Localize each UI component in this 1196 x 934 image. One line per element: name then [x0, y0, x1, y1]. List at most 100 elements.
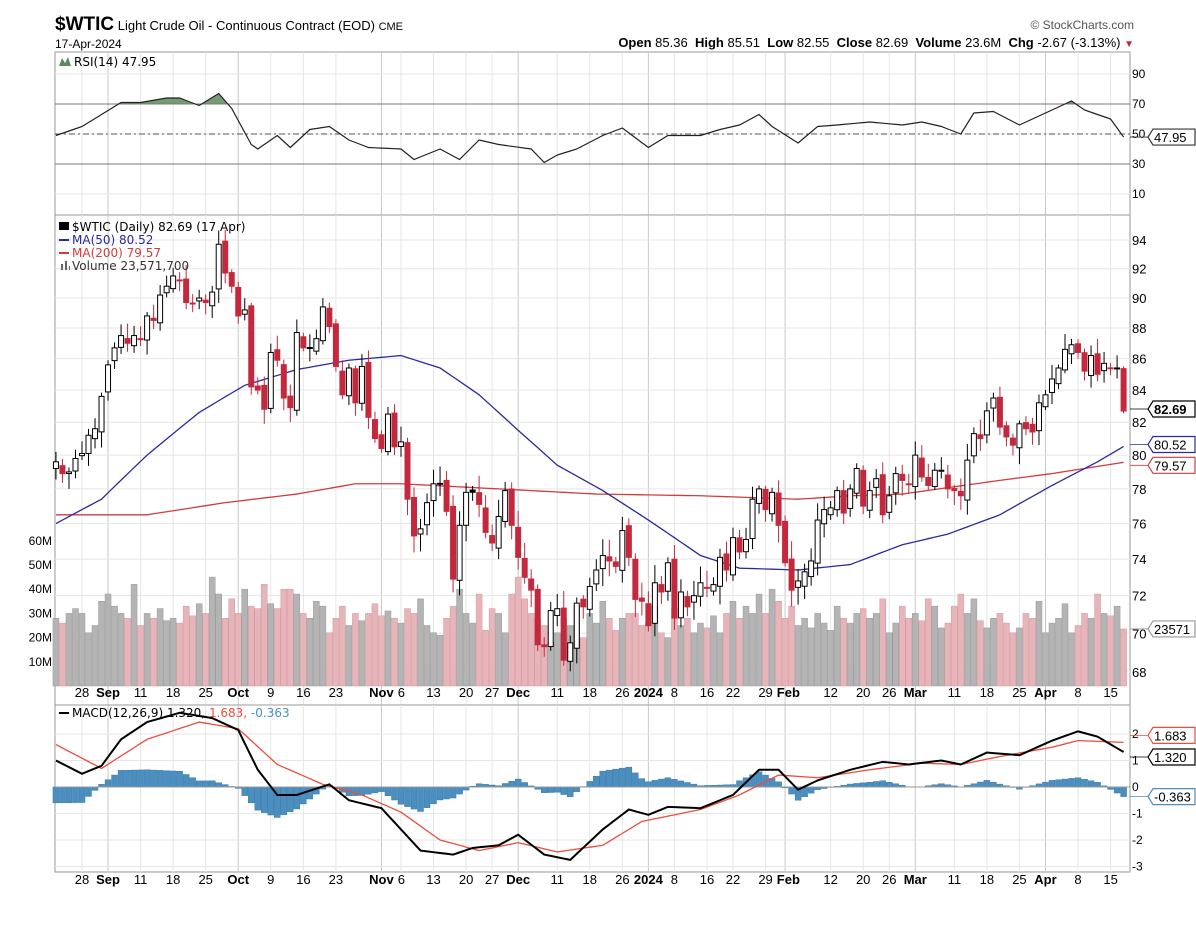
price-legend: $WTIC (Daily) 82.69 (17 Apr) — [72, 220, 245, 234]
volume-bar — [612, 630, 620, 687]
x-tick-label: 16 — [296, 872, 310, 887]
candlestick-icon — [59, 222, 69, 230]
candle-body — [144, 315, 151, 341]
volume-bar — [345, 625, 353, 687]
candle-body — [638, 597, 645, 602]
candle-body — [821, 509, 828, 525]
volume-bar — [807, 627, 815, 687]
volume-bar — [1100, 613, 1108, 687]
candle-body — [795, 580, 802, 588]
volume-bar — [912, 613, 919, 687]
macd-histogram-bar — [671, 779, 678, 788]
macd-histogram-bar — [267, 786, 274, 816]
candle-body — [886, 495, 893, 513]
candle-body — [892, 473, 899, 494]
candle-body — [332, 323, 339, 367]
candle-body — [814, 519, 821, 564]
macd-histogram-bar — [1048, 780, 1056, 788]
volume-bar — [456, 588, 463, 687]
candle-body — [983, 410, 990, 436]
high-label: High — [694, 35, 724, 50]
macd-histogram-bar — [606, 769, 613, 788]
macd-histogram-bar — [443, 786, 450, 800]
x-tick-label: 28 — [75, 685, 89, 700]
x-tick-label: 25 — [198, 685, 212, 700]
volume-bar — [417, 598, 424, 687]
candle-body — [170, 275, 177, 290]
macd-line — [55, 711, 1125, 861]
badge-value: 23571 — [1154, 622, 1190, 637]
candle-body — [736, 537, 743, 553]
volume-bar — [846, 622, 854, 687]
macd-histogram-bar — [554, 786, 561, 793]
candle-body — [944, 474, 951, 490]
candle-body — [92, 428, 99, 440]
badge-frame — [1147, 726, 1196, 745]
macd-histogram-bar — [293, 786, 301, 810]
x-tick-label: 18 — [980, 872, 994, 887]
candle-body — [1094, 353, 1101, 375]
badge-frame — [1147, 620, 1196, 638]
rsi-tick-label: 10 — [1132, 187, 1146, 201]
candle-body — [723, 553, 730, 571]
candle-body — [925, 476, 932, 486]
candle-body — [1081, 352, 1088, 372]
candle-body — [404, 442, 411, 500]
volume-bar — [977, 620, 984, 687]
candle-body — [313, 338, 320, 352]
price-tick-label: 74 — [1132, 552, 1146, 567]
candle-body — [248, 305, 255, 388]
instrument-name: Light Crude Oil - Continuous Contract (E… — [117, 18, 375, 33]
macd-histogram-bar — [456, 786, 463, 795]
candle-body — [508, 488, 515, 526]
candle-body — [905, 483, 912, 486]
x-tick-label: Sep — [96, 872, 120, 887]
candle-body — [189, 302, 196, 305]
candle-body — [554, 608, 561, 617]
macd-histogram-bar — [91, 786, 99, 791]
rsi-tick-label: 50 — [1132, 127, 1146, 141]
macd-histogram-bar — [241, 786, 248, 796]
candle-body — [502, 490, 509, 522]
volume-bar — [274, 608, 281, 687]
histogram-value: -0.363 — [251, 706, 290, 720]
macd-histogram-bar — [860, 782, 867, 788]
symbol: $WTIC — [55, 14, 115, 35]
candle-body — [261, 384, 268, 410]
price-tick-label: 70 — [1132, 626, 1146, 641]
volume-bar — [1068, 632, 1075, 687]
volume-bar — [52, 617, 60, 687]
candle-body — [150, 317, 157, 321]
volume-bar — [736, 617, 743, 687]
macd-histogram-bar — [983, 780, 991, 788]
volume-bar — [580, 637, 587, 687]
candle-body — [964, 459, 971, 501]
x-tick-label: 2024 — [634, 872, 664, 887]
volume-bar — [469, 622, 476, 687]
candle-body — [606, 556, 613, 562]
macd-histogram-bar — [261, 786, 268, 813]
candle-body — [463, 491, 470, 526]
volume-bar — [677, 625, 685, 687]
macd-value: 1.320, — [167, 706, 209, 720]
macd-histogram-bar — [306, 786, 314, 800]
ma200-badge: 79.57 — [1130, 456, 1196, 474]
candle-body — [228, 272, 235, 287]
volume-bar — [488, 608, 496, 687]
candle-body — [619, 530, 626, 571]
volume-bar — [1107, 615, 1114, 687]
volume-bar — [111, 605, 118, 687]
volume-bar — [632, 613, 639, 687]
volume-bar — [625, 613, 633, 687]
macd-histogram-bar — [423, 786, 431, 808]
macd-histogram-bar — [410, 786, 418, 810]
x-tick-label: 29 — [758, 685, 772, 700]
x-tick-label: 15 — [1103, 685, 1117, 700]
volume-bar — [352, 613, 359, 687]
candle-body — [222, 240, 229, 274]
volume-bar — [215, 593, 222, 687]
badge-frame — [1147, 400, 1196, 418]
macd-histogram-bar — [807, 786, 815, 794]
candle-body — [339, 370, 346, 396]
rsi-line — [55, 92, 1125, 164]
